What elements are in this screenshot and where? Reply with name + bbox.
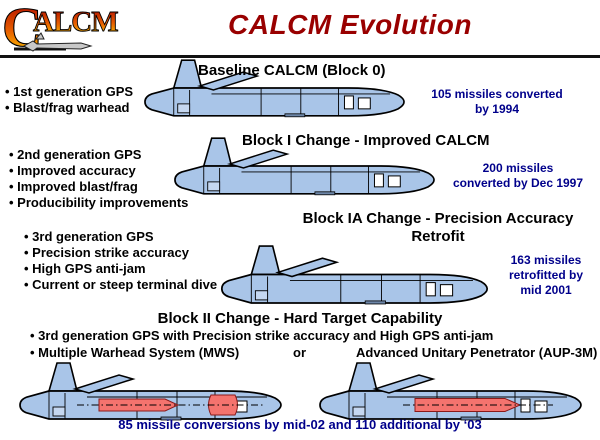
logo-text: ALCM xyxy=(33,6,118,38)
logo-missile-icon xyxy=(14,32,93,52)
section-title-block1a: Block IA Change - Precision Accuracy Ret… xyxy=(283,210,593,246)
note-line: mid 2001 xyxy=(520,283,572,297)
bullet-item: High GPS anti-jam xyxy=(24,261,217,277)
bullet-item: Precision strike accuracy xyxy=(24,245,217,261)
bullet-list-baseline: 1st generation GPS Blast/frag warhead xyxy=(5,84,133,116)
bullet-item: Current or steep terminal dive xyxy=(24,277,217,293)
bullet-list-block1: 2nd generation GPS Improved accuracy Imp… xyxy=(9,147,188,211)
section-title-block2: Block II Change - Hard Target Capability xyxy=(157,310,443,327)
option-aup-label: Advanced Unitary Penetrator (AUP-3M) xyxy=(356,345,598,360)
bullet-list-block1a: 3rd generation GPS Precision strike accu… xyxy=(24,229,217,293)
bullet-item: 3rd generation GPS xyxy=(24,229,217,245)
note-line: 200 missiles xyxy=(482,161,554,175)
section-title-line: Block IA Change - Precision Accuracy xyxy=(302,210,574,227)
missile-illustration-block1a xyxy=(220,245,489,305)
section-title-baseline: Baseline CALCM (Block 0) xyxy=(198,62,386,79)
note-line: by 1994 xyxy=(474,102,520,116)
bullet-item: Improved blast/frag xyxy=(9,179,188,195)
note-block1a: 163 missiles retrofitted by mid 2001 xyxy=(499,253,593,298)
section-title-line: Retrofit xyxy=(411,228,465,245)
section-title-block1: Block I Change - Improved CALCM xyxy=(242,132,490,149)
note-block1: 200 missiles converted by Dec 1997 xyxy=(443,161,593,191)
bullet-item: Producibility improvements xyxy=(9,195,188,211)
bullet-item: 2nd generation GPS xyxy=(9,147,188,163)
note-block2: 85 missile conversions by mid-02 and 110… xyxy=(118,417,482,432)
logo-initial: C xyxy=(2,1,42,55)
header-divider xyxy=(0,55,600,58)
note-line: 105 missiles converted xyxy=(431,87,563,101)
page-title: CALCM Evolution xyxy=(228,9,472,40)
note-line: 163 missiles xyxy=(510,253,582,267)
bullet-item: 1st generation GPS xyxy=(5,84,133,100)
option-mws-label: Multiple Warhead System (MWS) xyxy=(30,345,239,360)
bullet-item: Blast/frag warhead xyxy=(5,100,133,116)
missile-illustration-mws xyxy=(19,362,282,421)
missile-illustration-block1 xyxy=(174,137,435,196)
bullet-item: Improved accuracy xyxy=(9,163,188,179)
note-line: retrofitted by xyxy=(508,268,583,282)
missile-illustration-aup xyxy=(319,362,582,421)
note-line: converted by Dec 1997 xyxy=(452,176,584,190)
bullet-item: 3rd generation GPS with Precision strike… xyxy=(30,328,493,343)
calcm-logo: C ALCM xyxy=(2,1,120,55)
note-baseline: 105 missiles converted by 1994 xyxy=(402,87,592,117)
option-connector-label: or xyxy=(293,345,306,360)
